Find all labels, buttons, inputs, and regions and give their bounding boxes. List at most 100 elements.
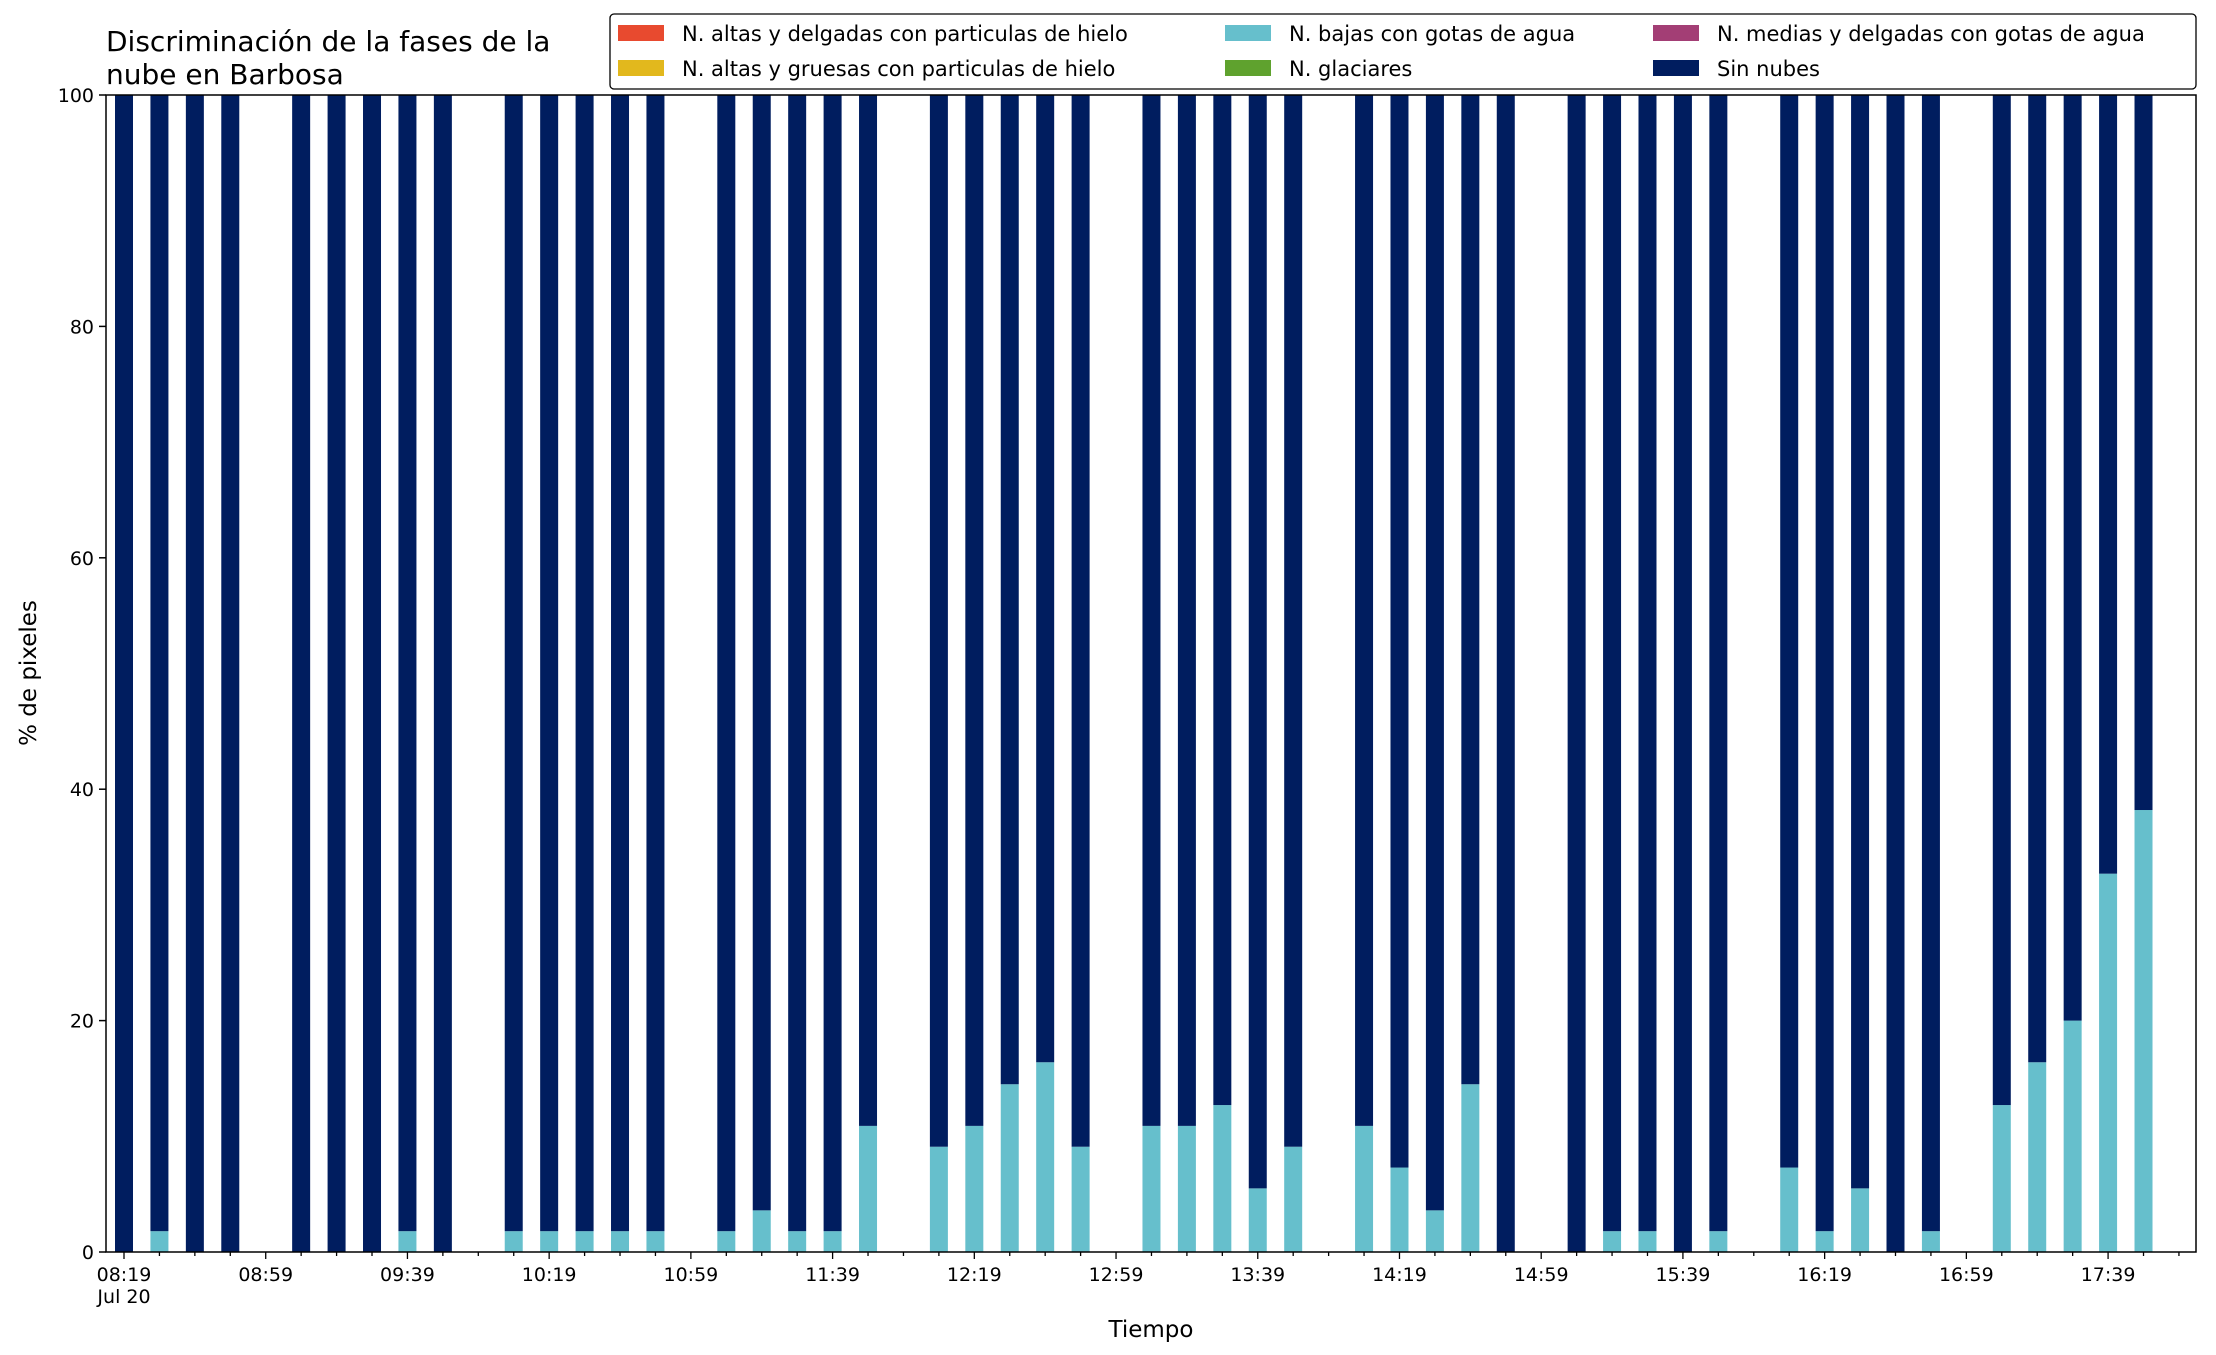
bar-segment-sin-nubes (611, 95, 630, 1232)
bar-segment-bajas-agua (150, 1231, 169, 1252)
bar-segment-sin-nubes (2099, 95, 2118, 874)
bar-segment-sin-nubes (823, 95, 842, 1232)
bar-segment-sin-nubes (717, 95, 736, 1232)
bar-segment-sin-nubes (540, 95, 559, 1232)
bar-segment-sin-nubes (327, 95, 346, 1252)
legend-swatch (1653, 60, 1699, 76)
bar-segment-bajas-agua (1425, 1210, 1444, 1252)
bar-segment-bajas-agua (1284, 1146, 1303, 1252)
bar-segment-sin-nubes (646, 95, 665, 1232)
chart-title-line2: nube en Barbosa (106, 58, 344, 91)
bar-segment-sin-nubes (1000, 95, 1019, 1085)
x-tick-label: 10:59 (663, 1264, 718, 1286)
bar-segment-bajas-agua (965, 1125, 984, 1252)
x-tick-label: 09:39 (380, 1264, 435, 1286)
x-tick-label: 08:19 (97, 1264, 152, 1286)
bar-segment-sin-nubes (1709, 95, 1728, 1232)
bar-segment-sin-nubes (1071, 95, 1090, 1147)
x-axis-label: Tiempo (1108, 1317, 1194, 1343)
bar-segment-bajas-agua (1036, 1062, 1055, 1252)
bar-segment-sin-nubes (398, 95, 417, 1232)
legend-swatch (1225, 25, 1271, 41)
bar-segment-sin-nubes (1461, 95, 1480, 1085)
bar-segment-sin-nubes (1390, 95, 1409, 1168)
legend-swatch (618, 60, 664, 76)
bar-segment-bajas-agua (611, 1231, 630, 1252)
bar-segment-bajas-agua (929, 1146, 948, 1252)
bar-segment-sin-nubes (1567, 95, 1586, 1252)
legend-label: N. medias y delgadas con gotas de agua (1717, 22, 2145, 46)
bar-segment-sin-nubes (1921, 95, 1940, 1232)
bar-segment-bajas-agua (752, 1210, 771, 1252)
y-axis-label: % de pixeles (16, 600, 42, 746)
x-tick-label: 15:39 (1656, 1264, 1711, 1286)
bar-segment-bajas-agua (575, 1231, 594, 1252)
bar-segment-sin-nubes (1673, 95, 1692, 1252)
bar-segment-bajas-agua (2063, 1020, 2082, 1252)
bar-segment-bajas-agua (1780, 1167, 1799, 1252)
bar-segment-sin-nubes (1496, 95, 1515, 1252)
bar-segment-bajas-agua (717, 1231, 736, 1252)
bar-segment-bajas-agua (1142, 1125, 1161, 1252)
bar-segment-sin-nubes (185, 95, 204, 1252)
y-axis: 0 20 40 60 80 100 (58, 85, 106, 1264)
bar-segment-bajas-agua (1815, 1231, 1834, 1252)
bar-segment-sin-nubes (1425, 95, 1444, 1211)
bar-segment-bajas-agua (2099, 873, 2118, 1252)
bar-segment-sin-nubes (292, 95, 311, 1252)
bar-segment-bajas-agua (504, 1231, 523, 1252)
y-tick-label: 100 (58, 85, 94, 107)
x-tick-label: 16:19 (1797, 1264, 1852, 1286)
chart-title-line1: Discriminación de la fases de la (106, 25, 550, 58)
legend-label: N. glaciares (1289, 57, 1412, 81)
x-tick-label: 17:39 (2081, 1264, 2136, 1286)
x-tick-label: 12:59 (1089, 1264, 1144, 1286)
bar-segment-bajas-agua (1177, 1125, 1196, 1252)
legend-swatch (1653, 25, 1699, 41)
bar-segment-sin-nubes (1248, 95, 1267, 1189)
bar-segment-sin-nubes (1992, 95, 2011, 1106)
y-tick-label: 40 (70, 779, 94, 801)
bar-segment-sin-nubes (1780, 95, 1799, 1168)
bar-segment-sin-nubes (1177, 95, 1196, 1126)
legend-label: N. altas y gruesas con particulas de hie… (682, 57, 1115, 81)
bar-segment-sin-nubes (1036, 95, 1055, 1063)
legend-swatch (1225, 60, 1271, 76)
bar-segment-sin-nubes (2028, 95, 2047, 1063)
x-tick-label: 13:39 (1230, 1264, 1285, 1286)
bar-segment-sin-nubes (1815, 95, 1834, 1232)
x-tick-label: 12:19 (947, 1264, 1002, 1286)
bar-segment-bajas-agua (646, 1231, 665, 1252)
plot-frame (105, 94, 2197, 1253)
bar-segment-sin-nubes (929, 95, 948, 1147)
x-tick-label: 10:19 (522, 1264, 577, 1286)
x-tick-label: 16:59 (1939, 1264, 1994, 1286)
bar-segment-bajas-agua (1921, 1231, 1940, 1252)
bar-segment-sin-nubes (859, 95, 878, 1126)
bar-segment-sin-nubes (965, 95, 984, 1126)
bar-segment-sin-nubes (150, 95, 169, 1232)
bar-segment-bajas-agua (1851, 1188, 1870, 1252)
legend-label: N. altas y delgadas con particulas de hi… (682, 22, 1128, 46)
bar-segment-sin-nubes (752, 95, 771, 1211)
bar-segment-sin-nubes (1886, 95, 1905, 1252)
bar-segment-bajas-agua (1213, 1105, 1232, 1252)
bar-segment-bajas-agua (398, 1231, 417, 1252)
legend: N. altas y delgadas con particulas de hi… (609, 13, 2197, 90)
bar-segment-bajas-agua (1638, 1231, 1657, 1252)
bar-segment-sin-nubes (1603, 95, 1622, 1232)
bar-segment-bajas-agua (1992, 1105, 2011, 1252)
bar-segment-bajas-agua (1603, 1231, 1622, 1252)
bar-group (115, 95, 2153, 1252)
y-tick-label: 60 (70, 548, 94, 570)
bar-segment-sin-nubes (788, 95, 807, 1232)
bar-segment-bajas-agua (2134, 810, 2153, 1252)
bar-segment-bajas-agua (1248, 1188, 1267, 1252)
legend-box (609, 13, 2197, 90)
bar-segment-bajas-agua (1000, 1084, 1019, 1252)
bar-segment-sin-nubes (1284, 95, 1303, 1147)
bar-segment-sin-nubes (115, 95, 133, 1252)
bar-segment-bajas-agua (788, 1231, 807, 1252)
bar-segment-bajas-agua (859, 1125, 878, 1252)
